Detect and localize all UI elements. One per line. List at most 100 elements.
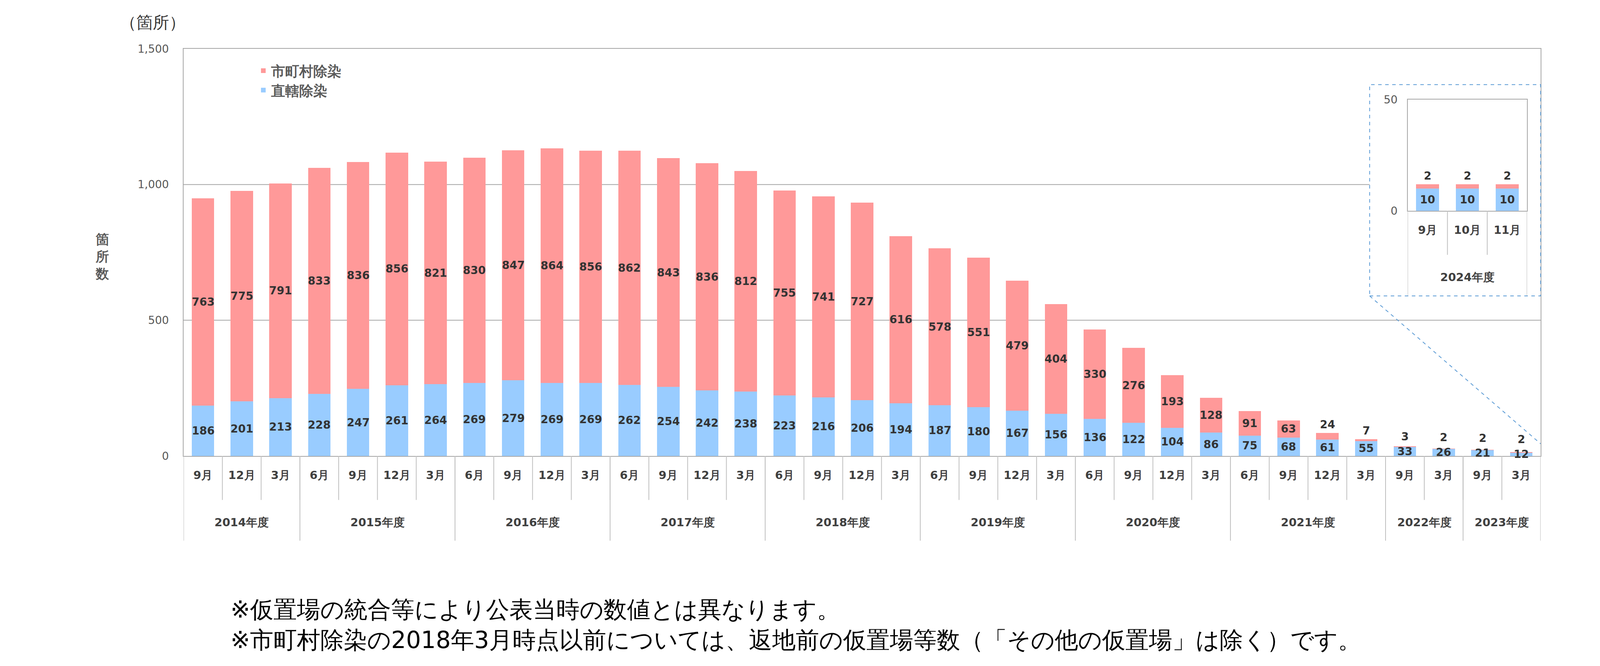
svg-text:201: 201 — [230, 422, 254, 436]
svg-text:187: 187 — [928, 424, 952, 438]
svg-text:254: 254 — [657, 415, 680, 429]
svg-text:12月: 12月 — [538, 468, 566, 483]
svg-text:6月: 6月 — [775, 468, 795, 483]
svg-text:12月: 12月 — [228, 468, 256, 483]
svg-text:578: 578 — [928, 320, 952, 334]
svg-text:2: 2 — [1478, 432, 1487, 445]
svg-text:9月: 9月 — [1278, 468, 1299, 483]
svg-text:直轄除染: 直轄除染 — [270, 82, 328, 99]
svg-text:21: 21 — [1475, 446, 1491, 460]
svg-text:261: 261 — [385, 414, 409, 428]
svg-text:6月: 6月 — [1240, 468, 1260, 483]
svg-text:755: 755 — [773, 286, 796, 300]
svg-text:9月: 9月 — [968, 468, 988, 483]
svg-text:9月: 9月 — [813, 468, 833, 483]
svg-text:3: 3 — [1401, 430, 1409, 444]
svg-text:2: 2 — [1503, 169, 1511, 183]
svg-text:727: 727 — [850, 295, 874, 309]
svg-text:9月: 9月 — [1417, 223, 1438, 237]
svg-text:6月: 6月 — [930, 468, 950, 483]
svg-text:269: 269 — [579, 413, 602, 427]
svg-text:33: 33 — [1397, 445, 1413, 459]
svg-text:6月: 6月 — [1085, 468, 1105, 483]
svg-text:26: 26 — [1435, 446, 1452, 459]
svg-text:238: 238 — [734, 417, 758, 431]
svg-text:843: 843 — [657, 266, 680, 280]
svg-text:3月: 3月 — [1433, 468, 1454, 483]
svg-text:2: 2 — [1423, 169, 1432, 183]
svg-text:479: 479 — [1005, 339, 1029, 353]
svg-text:122: 122 — [1122, 433, 1145, 447]
svg-text:3月: 3月 — [271, 468, 291, 483]
svg-text:12月: 12月 — [1158, 468, 1186, 483]
svg-text:836: 836 — [695, 270, 719, 284]
svg-text:833: 833 — [307, 274, 331, 288]
svg-text:2015年度: 2015年度 — [350, 516, 405, 530]
svg-text:330: 330 — [1083, 367, 1107, 381]
svg-text:2024年度: 2024年度 — [1440, 270, 1495, 284]
svg-text:856: 856 — [579, 260, 602, 274]
svg-text:2014年度: 2014年度 — [214, 516, 269, 530]
svg-text:63: 63 — [1280, 422, 1297, 436]
svg-text:247: 247 — [346, 416, 370, 430]
svg-text:262: 262 — [617, 414, 641, 427]
svg-text:3月: 3月 — [736, 468, 756, 483]
svg-text:104: 104 — [1160, 435, 1184, 449]
svg-text:812: 812 — [734, 275, 758, 288]
svg-text:213: 213 — [269, 420, 292, 434]
svg-text:9月: 9月 — [1123, 468, 1143, 483]
svg-text:12月: 12月 — [693, 468, 721, 483]
svg-text:0: 0 — [162, 450, 170, 463]
svg-text:775: 775 — [230, 289, 254, 303]
svg-text:2019年度: 2019年度 — [970, 516, 1025, 530]
svg-text:193: 193 — [1160, 395, 1184, 409]
svg-text:167: 167 — [1005, 426, 1029, 440]
svg-text:12: 12 — [1513, 448, 1529, 461]
svg-text:3月: 3月 — [1511, 468, 1531, 483]
svg-text:9月: 9月 — [503, 468, 523, 483]
svg-text:194: 194 — [889, 423, 913, 437]
svg-text:11月: 11月 — [1493, 223, 1521, 237]
svg-text:24: 24 — [1319, 418, 1336, 432]
svg-text:223: 223 — [773, 419, 796, 433]
svg-text:91: 91 — [1242, 417, 1258, 431]
svg-text:2022年度: 2022年度 — [1397, 516, 1452, 530]
svg-text:216: 216 — [812, 420, 835, 434]
svg-text:2018年度: 2018年度 — [815, 516, 870, 530]
svg-text:242: 242 — [695, 416, 719, 430]
svg-text:2: 2 — [1517, 433, 1525, 447]
svg-text:12月: 12月 — [848, 468, 876, 483]
svg-text:2020年度: 2020年度 — [1125, 516, 1181, 530]
svg-text:68: 68 — [1280, 440, 1297, 454]
svg-text:9月: 9月 — [1473, 468, 1493, 483]
svg-text:269: 269 — [540, 413, 564, 427]
svg-text:9月: 9月 — [193, 468, 213, 483]
svg-text:500: 500 — [148, 314, 169, 327]
svg-text:551: 551 — [967, 326, 990, 340]
svg-text:10月: 10月 — [1453, 223, 1481, 237]
svg-text:箇所数: 箇所数 — [95, 231, 110, 282]
svg-text:3月: 3月 — [1046, 468, 1066, 483]
svg-text:2017年度: 2017年度 — [660, 516, 715, 530]
svg-text:206: 206 — [850, 421, 874, 435]
svg-text:3月: 3月 — [1356, 468, 1376, 483]
svg-text:（箇所）: （箇所） — [119, 12, 186, 33]
svg-text:10: 10 — [1499, 193, 1515, 207]
svg-text:864: 864 — [540, 259, 564, 273]
svg-text:264: 264 — [424, 414, 447, 427]
svg-text:269: 269 — [462, 413, 486, 427]
svg-text:136: 136 — [1083, 431, 1107, 445]
svg-text:55: 55 — [1358, 442, 1374, 456]
svg-text:1,500: 1,500 — [137, 42, 169, 56]
svg-text:6月: 6月 — [619, 468, 640, 483]
svg-text:※仮置場の統合等により公表当時の数値とは異なります。※市町村: ※仮置場の統合等により公表当時の数値とは異なります。※市町村除染の2018年3月… — [230, 596, 1362, 654]
svg-text:228: 228 — [307, 418, 331, 432]
svg-text:2021年度: 2021年度 — [1280, 516, 1336, 530]
svg-text:616: 616 — [889, 313, 913, 327]
svg-text:6月: 6月 — [309, 468, 329, 483]
svg-text:836: 836 — [346, 269, 370, 283]
svg-text:821: 821 — [424, 266, 447, 280]
svg-text:856: 856 — [385, 262, 409, 276]
svg-text:9月: 9月 — [658, 468, 678, 483]
svg-text:0: 0 — [1390, 204, 1398, 218]
